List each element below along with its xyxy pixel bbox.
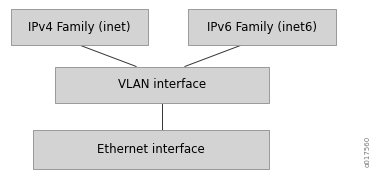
FancyBboxPatch shape <box>11 9 148 45</box>
Text: g017560: g017560 <box>364 136 369 167</box>
FancyBboxPatch shape <box>55 67 269 103</box>
Text: Ethernet interface: Ethernet interface <box>97 143 205 156</box>
FancyBboxPatch shape <box>33 130 269 169</box>
FancyBboxPatch shape <box>188 9 336 45</box>
Text: IPv4 Family (inet): IPv4 Family (inet) <box>28 21 131 33</box>
Text: VLAN interface: VLAN interface <box>118 78 206 91</box>
Text: IPv6 Family (inet6): IPv6 Family (inet6) <box>207 21 317 33</box>
